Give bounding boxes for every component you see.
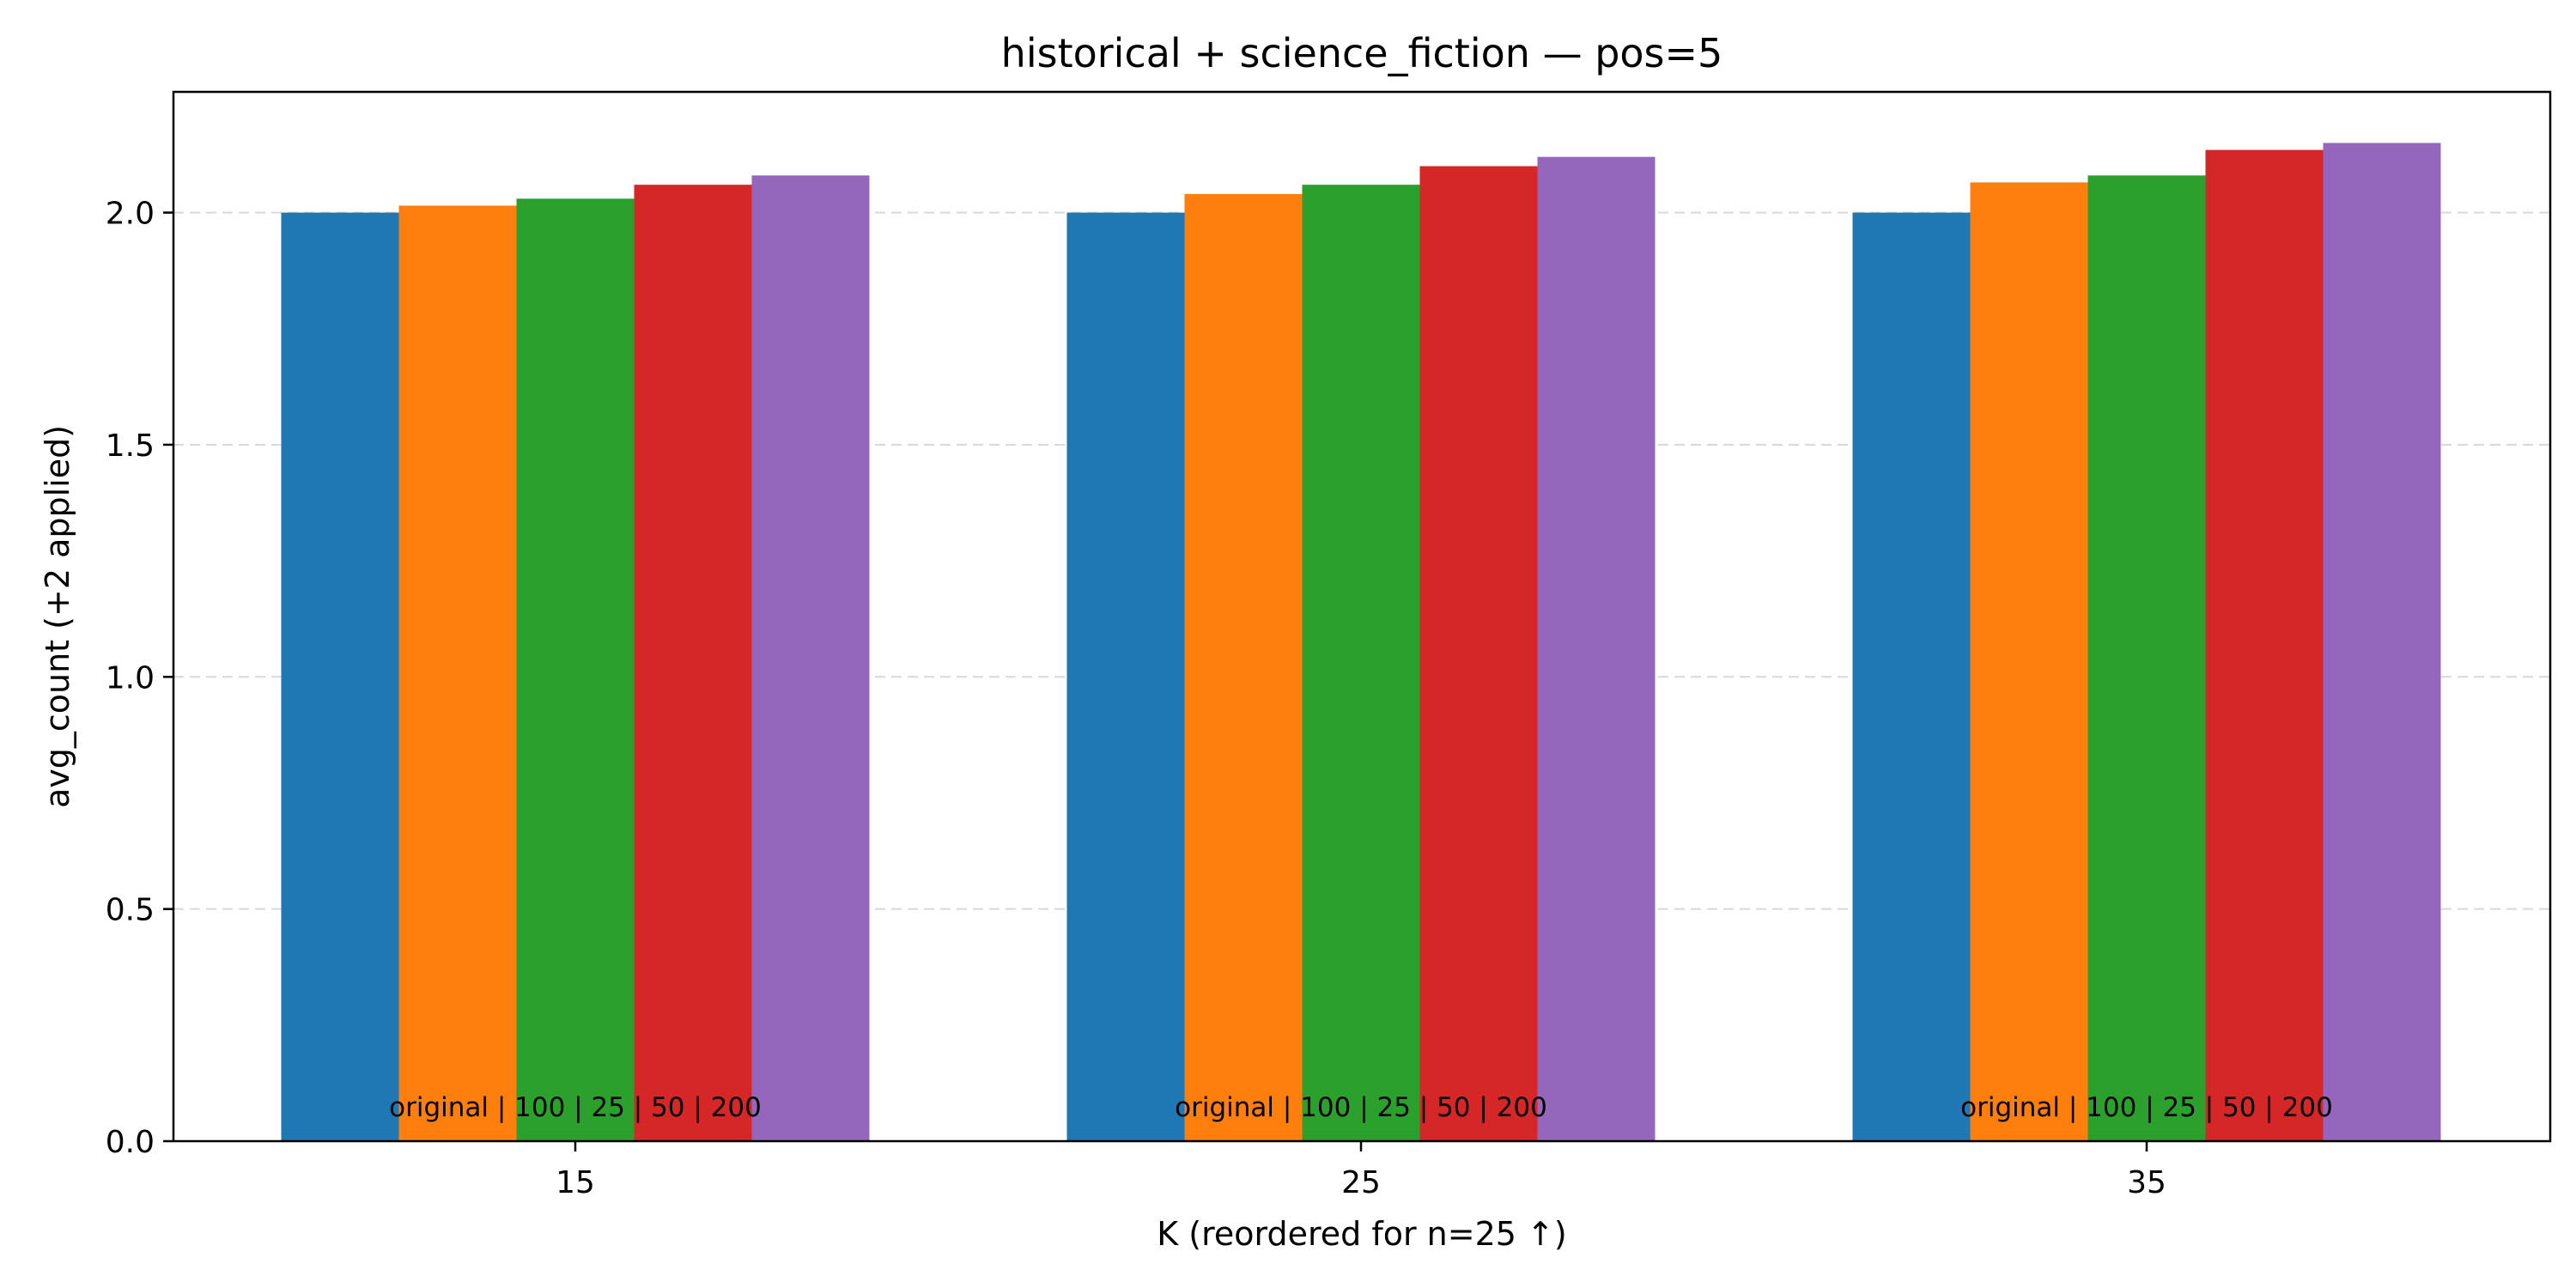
bar	[1302, 185, 1420, 1141]
bar	[2087, 175, 2206, 1142]
group-annotations: original | 100 | 25 | 50 | 200 original |…	[389, 1092, 2333, 1123]
bar	[1537, 156, 1656, 1142]
bar	[634, 185, 752, 1141]
x-tick-label: 25	[1341, 1165, 1381, 1200]
bars	[281, 143, 2441, 1142]
x-axis-label: K (reordered for n=25 ↑)	[1157, 1215, 1566, 1253]
y-tick-label: 0.0	[106, 1125, 155, 1160]
bar	[398, 205, 517, 1142]
x-tick-label: 35	[2127, 1165, 2166, 1200]
bar	[1970, 182, 2088, 1142]
bar	[2323, 143, 2441, 1141]
x-axis-ticks: 15 25 35	[556, 1141, 2166, 1200]
bar	[1184, 193, 1303, 1141]
x-tick-label: 15	[556, 1165, 595, 1200]
bar	[2205, 149, 2324, 1141]
y-axis-ticks: 0.0 0.5 1.0 1.5 2.0	[106, 197, 173, 1160]
group-annotation: original | 100 | 25 | 50 | 200	[389, 1092, 762, 1123]
y-tick-label: 0.5	[106, 893, 155, 928]
group-annotation: original | 100 | 25 | 50 | 200	[1960, 1092, 2333, 1123]
bar	[516, 198, 635, 1142]
y-tick-label: 1.0	[106, 660, 155, 696]
bar	[1066, 212, 1185, 1141]
y-tick-label: 1.5	[106, 428, 155, 464]
chart-title: historical + science_fiction — pos=5	[1001, 30, 1723, 76]
bar	[1852, 212, 1971, 1141]
bar	[1419, 166, 1538, 1141]
group-annotation: original | 100 | 25 | 50 | 200	[1175, 1092, 1547, 1123]
y-axis-label: avg_count (+2 applied)	[39, 425, 76, 808]
bar	[751, 175, 870, 1142]
bar	[281, 212, 399, 1141]
y-tick-label: 2.0	[106, 197, 155, 232]
